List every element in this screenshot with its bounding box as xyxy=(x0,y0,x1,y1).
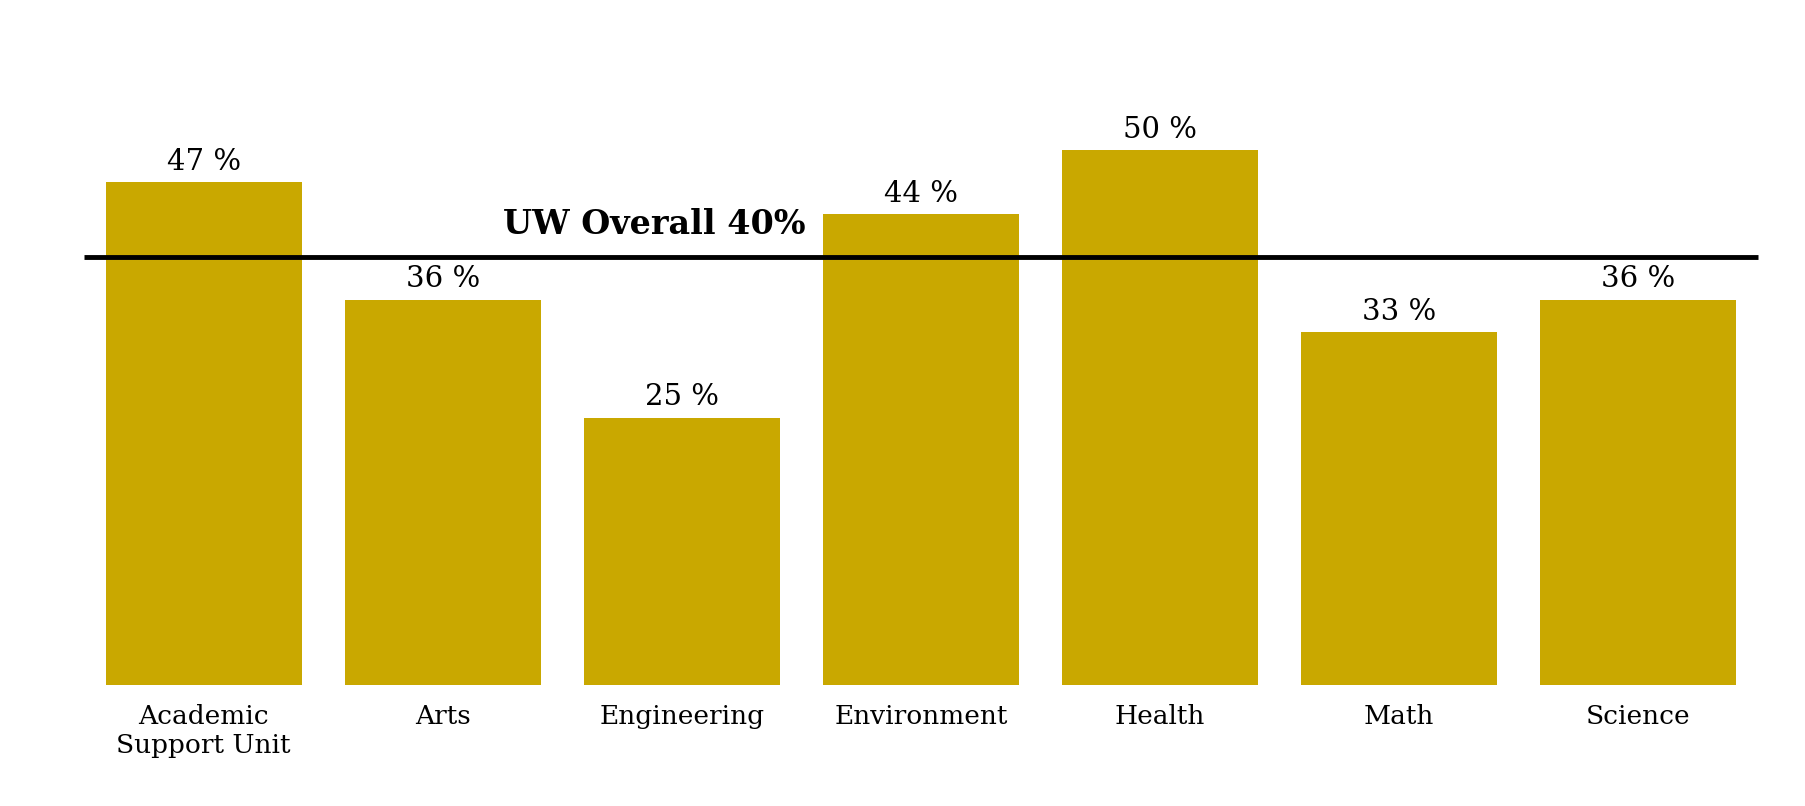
Bar xyxy=(1301,332,1496,685)
Text: 36 %: 36 % xyxy=(1601,265,1675,293)
Bar xyxy=(106,182,301,685)
Text: 36 %: 36 % xyxy=(406,265,480,293)
Text: 47 %: 47 % xyxy=(166,147,240,176)
Bar xyxy=(583,418,780,685)
Bar xyxy=(345,300,540,685)
Bar xyxy=(1540,300,1735,685)
Text: 44 %: 44 % xyxy=(884,180,957,208)
Bar xyxy=(823,214,1018,685)
Bar xyxy=(1061,150,1258,685)
Text: 33 %: 33 % xyxy=(1361,297,1435,326)
Text: 25 %: 25 % xyxy=(644,383,718,411)
Text: UW Overall 40%: UW Overall 40% xyxy=(502,208,805,241)
Text: 50 %: 50 % xyxy=(1123,116,1197,143)
